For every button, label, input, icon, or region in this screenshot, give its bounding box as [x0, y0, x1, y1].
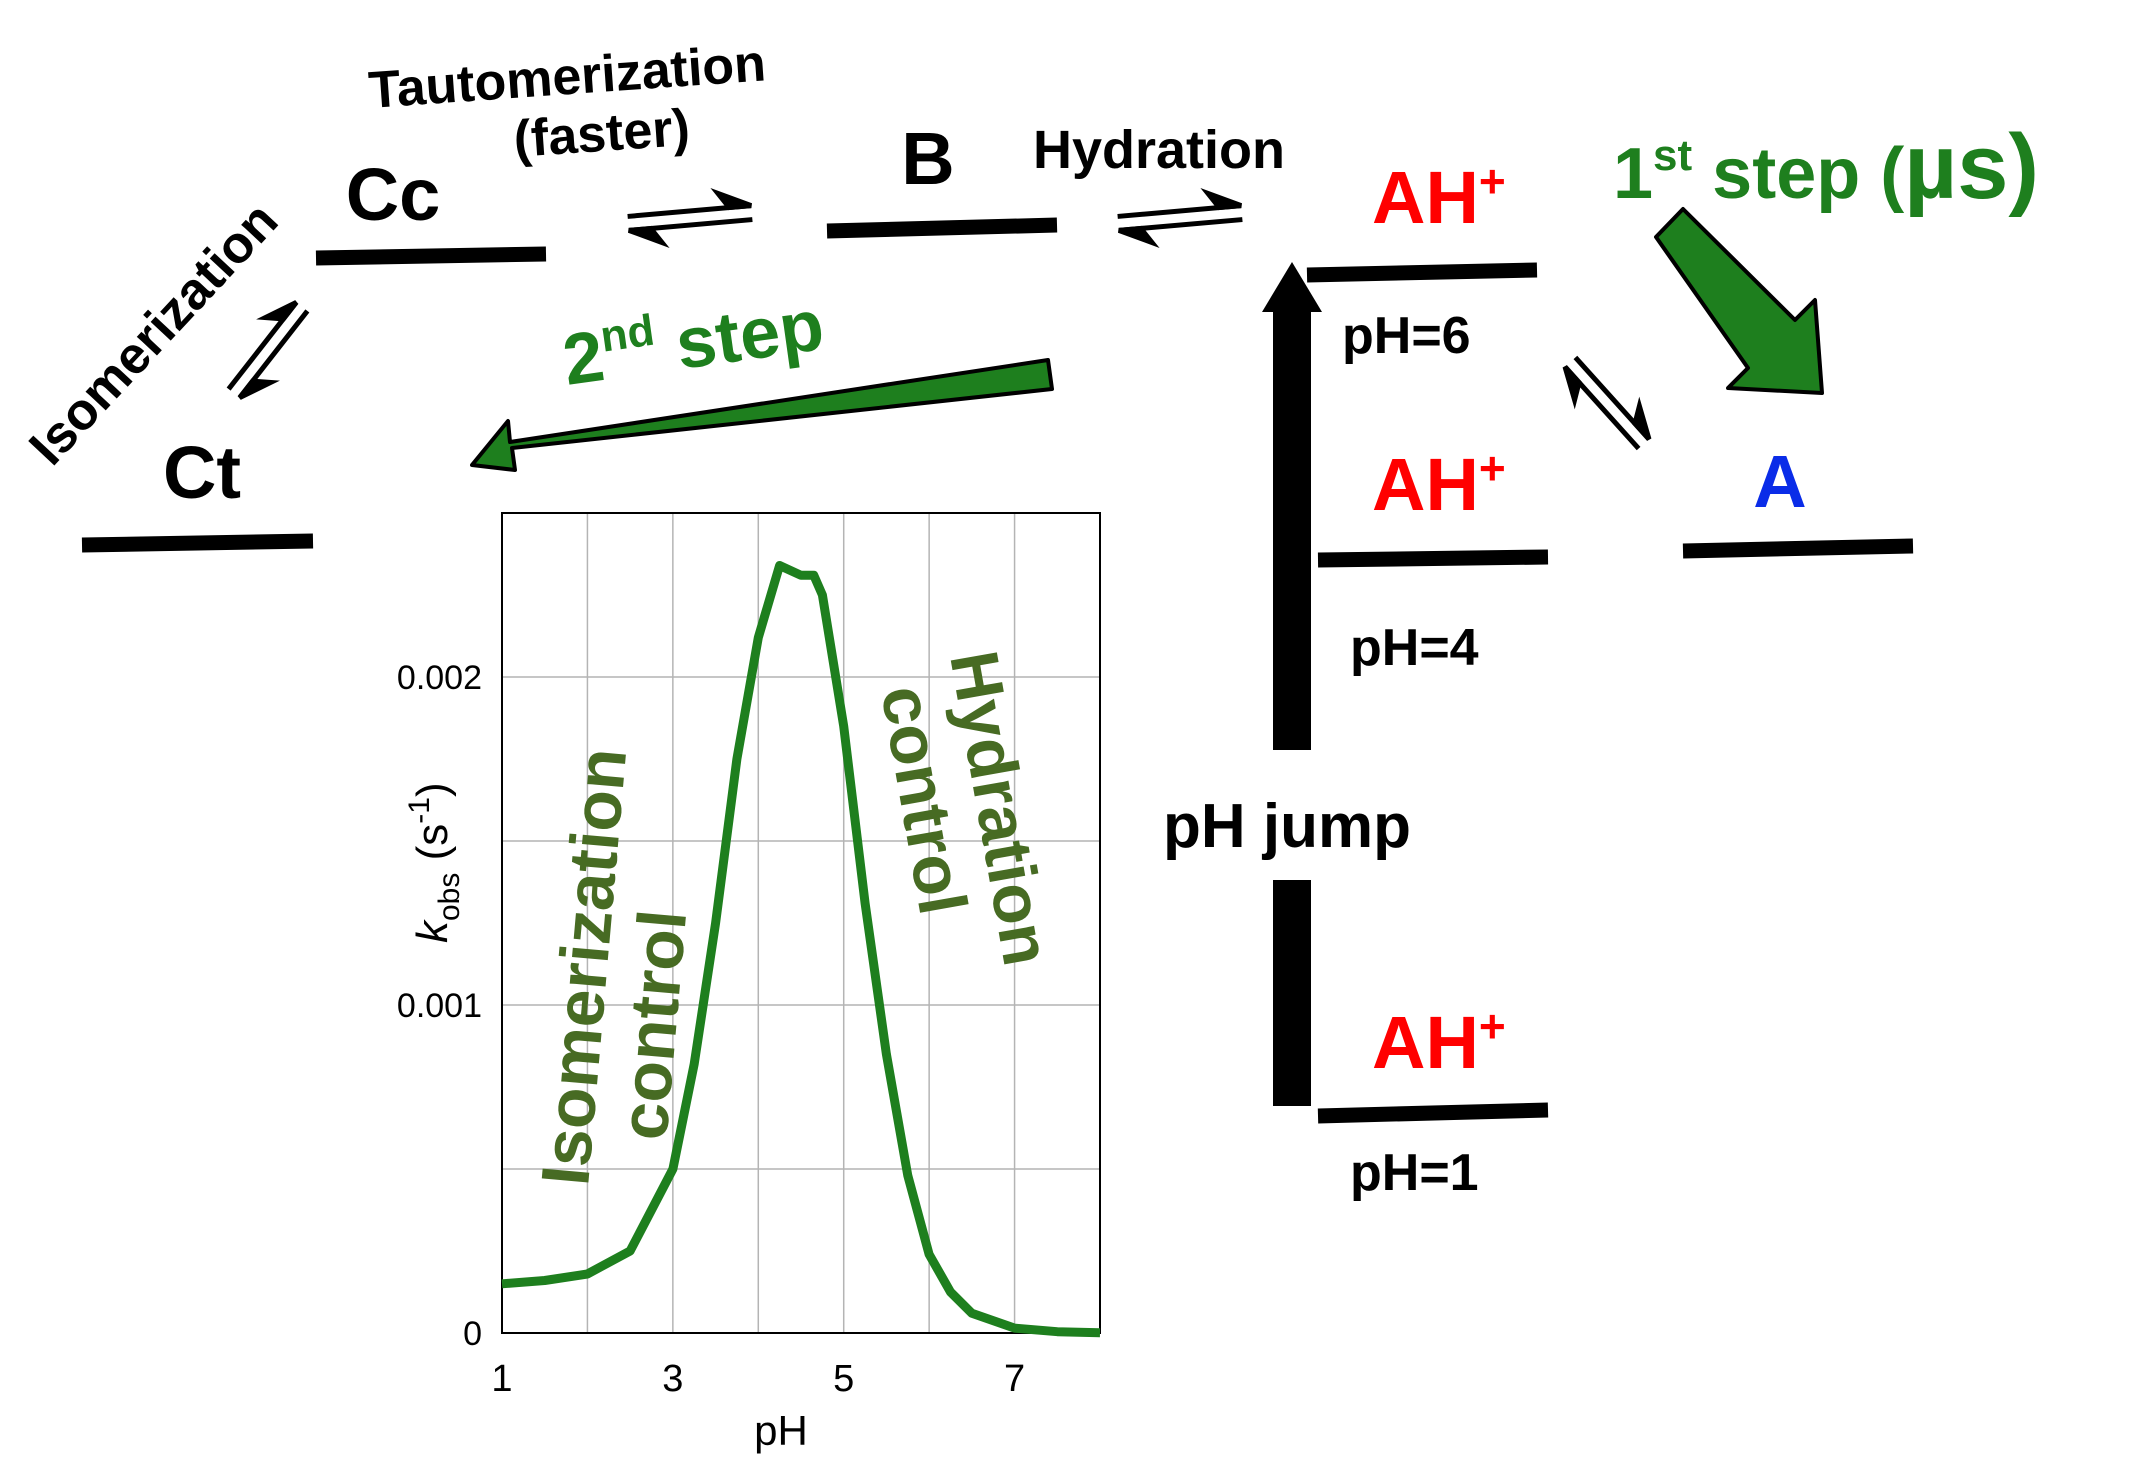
chart-x-axis-label: pH — [754, 1407, 808, 1454]
chart-y-axis-label: kobs (s-1) — [403, 782, 466, 943]
y-tick-label: 0 — [463, 1315, 482, 1353]
equilibrium-arrows-deprotonation — [1562, 355, 1652, 451]
chart-ticks: 1 3 5 7 0 0.001 0.002 — [397, 659, 1025, 1400]
hydration-label: Hydration — [1033, 120, 1285, 180]
x-tick-label: 5 — [833, 1358, 854, 1400]
y-tick-label: 0.001 — [397, 987, 482, 1025]
first-step-arrow — [1654, 207, 1824, 395]
isomerization-control-annotation: Isomerizationcontrol — [527, 745, 715, 1195]
equilibrium-arrows-isomerization — [226, 300, 310, 400]
level-ct — [81, 533, 314, 553]
label-cc: Cc — [346, 153, 441, 236]
kobs-curve — [501, 561, 1101, 1338]
level-cc — [315, 246, 547, 266]
ph1-label: pH=1 — [1350, 1144, 1479, 1202]
level-ah-ph1 — [1317, 1102, 1549, 1124]
level-ah-ph6 — [1306, 262, 1538, 283]
level-ah-ph4 — [1317, 549, 1549, 568]
x-tick-label: 7 — [1004, 1358, 1025, 1400]
label-b: B — [901, 117, 954, 200]
level-b — [826, 217, 1058, 239]
chart-frame — [501, 512, 1101, 1334]
level-a — [1682, 538, 1914, 559]
second-step-label: 2nd step — [558, 282, 829, 401]
label-ct: Ct — [163, 431, 241, 514]
label-ah-ph1: AH+ — [1372, 1000, 1506, 1084]
label-ah-ph6: AH+ — [1372, 155, 1506, 239]
label-a: A — [1753, 440, 1806, 523]
ph4-label: pH=4 — [1350, 619, 1479, 677]
x-tick-label: 1 — [491, 1358, 512, 1400]
equilibrium-arrows-hydration — [1117, 188, 1243, 248]
hydration-control-annotation: Hydrationcontrol — [862, 645, 1065, 984]
ph-jump-label: pH jump — [1163, 792, 1411, 861]
label-ah-ph4: AH+ — [1372, 442, 1506, 526]
x-tick-label: 3 — [662, 1358, 683, 1400]
equilibrium-arrows-tautomerization — [627, 188, 753, 248]
energy-levels — [81, 217, 1914, 1124]
ph6-label: pH=6 — [1342, 307, 1471, 365]
ph-jump-arrow — [1262, 262, 1322, 1106]
kobs-vs-ph-chart: 1 3 5 7 0 0.001 0.002 pH kobs (s-1) Isomerizat… — [397, 512, 1101, 1454]
faster-label: (faster) — [512, 99, 692, 169]
first-step-label: 1st step (µs) — [1613, 116, 2039, 218]
second-step-arrow — [470, 358, 1054, 472]
isomerization-label: Isomerization — [18, 191, 289, 476]
y-tick-label: 0.002 — [397, 659, 482, 697]
